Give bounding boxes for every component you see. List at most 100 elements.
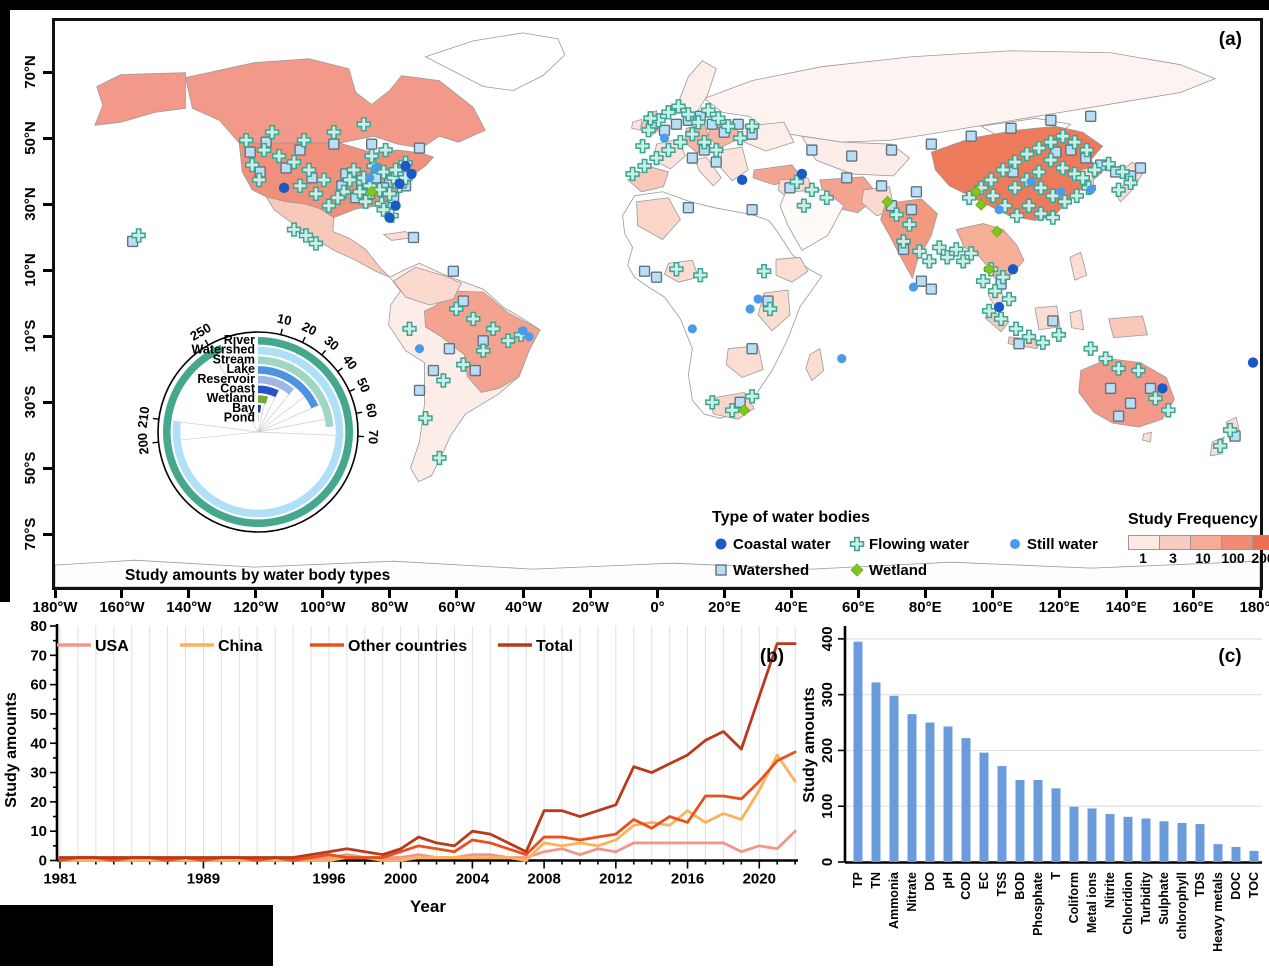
flowing-water-marker xyxy=(985,188,1001,203)
country-madagascar xyxy=(805,348,825,382)
inset-angle-tick xyxy=(204,339,209,346)
lon-tick-label: 80°E xyxy=(908,599,942,616)
flowing-water-marker xyxy=(1222,422,1238,438)
wetland-marker xyxy=(983,263,996,276)
b-x-axis-title: Year xyxy=(410,897,446,916)
c-category-label: EC xyxy=(977,872,991,889)
flowing-water-marker xyxy=(449,301,464,317)
lon-tick xyxy=(589,590,593,598)
flowing-water-marker xyxy=(376,164,391,180)
c-category-label: BOD xyxy=(1013,872,1027,900)
inset-category-label: Reservoir xyxy=(197,372,255,386)
inset-angle-tick-label: 50 xyxy=(354,375,374,394)
x-tick-label: 1981 xyxy=(43,871,76,888)
flowing-water-marker xyxy=(352,184,367,199)
inset-angle-tick-label: 210 xyxy=(135,405,153,428)
x-tick-label: 2000 xyxy=(384,871,417,888)
flowing-water-marker xyxy=(1043,152,1059,168)
flowing-water-marker xyxy=(1007,154,1023,170)
still-water-marker xyxy=(687,324,697,334)
flowing-water-marker xyxy=(756,264,772,279)
legend-item-watershed: Watershed xyxy=(712,561,848,579)
watershed-marker xyxy=(965,130,977,142)
flowing-water-marker xyxy=(1067,134,1082,150)
legend-item-label: Still water xyxy=(1027,535,1098,553)
flowing-water-marker xyxy=(1031,164,1047,180)
watershed-marker xyxy=(734,396,746,408)
watershed-marker xyxy=(447,265,460,277)
flowing-water-marker xyxy=(649,150,664,166)
watershed-marker xyxy=(1005,122,1017,134)
square xyxy=(715,564,727,576)
watershed-marker xyxy=(1047,315,1059,327)
lat-tick-label: 70°N xyxy=(22,55,39,89)
watershed-marker xyxy=(366,138,378,150)
lat-tick xyxy=(43,401,52,404)
inset-outer-circle xyxy=(157,331,359,533)
bar-nitrite xyxy=(1105,814,1115,862)
flowing-water-marker xyxy=(1083,341,1098,356)
watershed-marker xyxy=(1124,397,1137,409)
lat-tick xyxy=(43,137,52,140)
watershed-marker xyxy=(638,265,651,277)
watershed-marker xyxy=(910,186,923,198)
inset-angle-tick xyxy=(152,417,159,420)
flowing-water-marker xyxy=(983,172,999,188)
lon-tick-label: 60°W xyxy=(438,599,476,616)
lon-tick xyxy=(722,590,726,598)
legend-item-label: Wetland xyxy=(869,561,928,579)
flowing-water-marker xyxy=(963,246,979,261)
flowing-water-marker xyxy=(1111,182,1126,198)
x-tick-label: 2012 xyxy=(599,871,632,888)
still-water-marker xyxy=(365,173,375,183)
legend-item-label: Flowing water xyxy=(869,535,970,553)
y-tick-label: 60 xyxy=(30,677,47,694)
flowing-water-marker xyxy=(673,134,688,150)
flowing-water-marker xyxy=(1001,291,1017,307)
frequency-swatch xyxy=(1222,535,1253,550)
still-water-marker xyxy=(659,133,670,143)
inset-angle-tick-label: 30 xyxy=(321,333,342,354)
frequency-tick-label: 10 xyxy=(1195,550,1211,566)
diamond xyxy=(850,563,864,577)
legend-item-coastal: Coastal water xyxy=(712,535,848,553)
c-category-label: DOC xyxy=(1229,872,1243,900)
flowing-water-marker xyxy=(330,190,346,205)
flowing-legend-icon xyxy=(849,536,865,552)
flowing-water-marker xyxy=(476,343,491,358)
panel-c-label: (c) xyxy=(1218,646,1241,667)
flowing-water-marker xyxy=(661,142,676,158)
bar-t xyxy=(1051,788,1061,862)
lon-tick xyxy=(321,590,325,598)
bar-tss xyxy=(997,766,1007,862)
coastal-water-marker xyxy=(390,200,401,211)
watershed-marker xyxy=(294,144,306,156)
frequency-swatch xyxy=(1253,535,1269,550)
country-italy xyxy=(694,156,722,187)
still-water-marker xyxy=(524,332,534,342)
flowing-water-marker xyxy=(1161,403,1176,418)
flowing-water-marker xyxy=(251,172,267,188)
legend-label: Total xyxy=(536,638,573,655)
flowing-water-marker xyxy=(724,403,740,418)
lat-tick xyxy=(43,71,52,74)
flowing-water-marker xyxy=(500,333,516,348)
inset-ring-wetland xyxy=(258,395,269,404)
flowing-water-marker xyxy=(1009,208,1025,223)
flowing-water-marker xyxy=(993,311,1009,327)
legend-item-wetland: Wetland xyxy=(848,561,968,579)
c-category-label: Sulphate xyxy=(1157,872,1171,925)
series-usa xyxy=(58,829,797,862)
inset-angle-tick xyxy=(301,336,306,343)
lat-tick-label: 50°N xyxy=(22,121,39,155)
flowing-water-marker xyxy=(1087,162,1102,178)
flowing-water-marker xyxy=(316,172,332,188)
inset-angle-tick-label: 40 xyxy=(340,352,361,373)
c-category-label: Chloridion xyxy=(1121,872,1135,935)
flowing-water-marker xyxy=(1115,164,1130,180)
watershed-marker xyxy=(244,146,256,158)
bar-chlorophyll xyxy=(1177,822,1187,862)
flowing-water-marker xyxy=(1045,188,1061,203)
flowing-water-marker xyxy=(292,178,308,194)
flowing-water-marker xyxy=(308,236,324,251)
